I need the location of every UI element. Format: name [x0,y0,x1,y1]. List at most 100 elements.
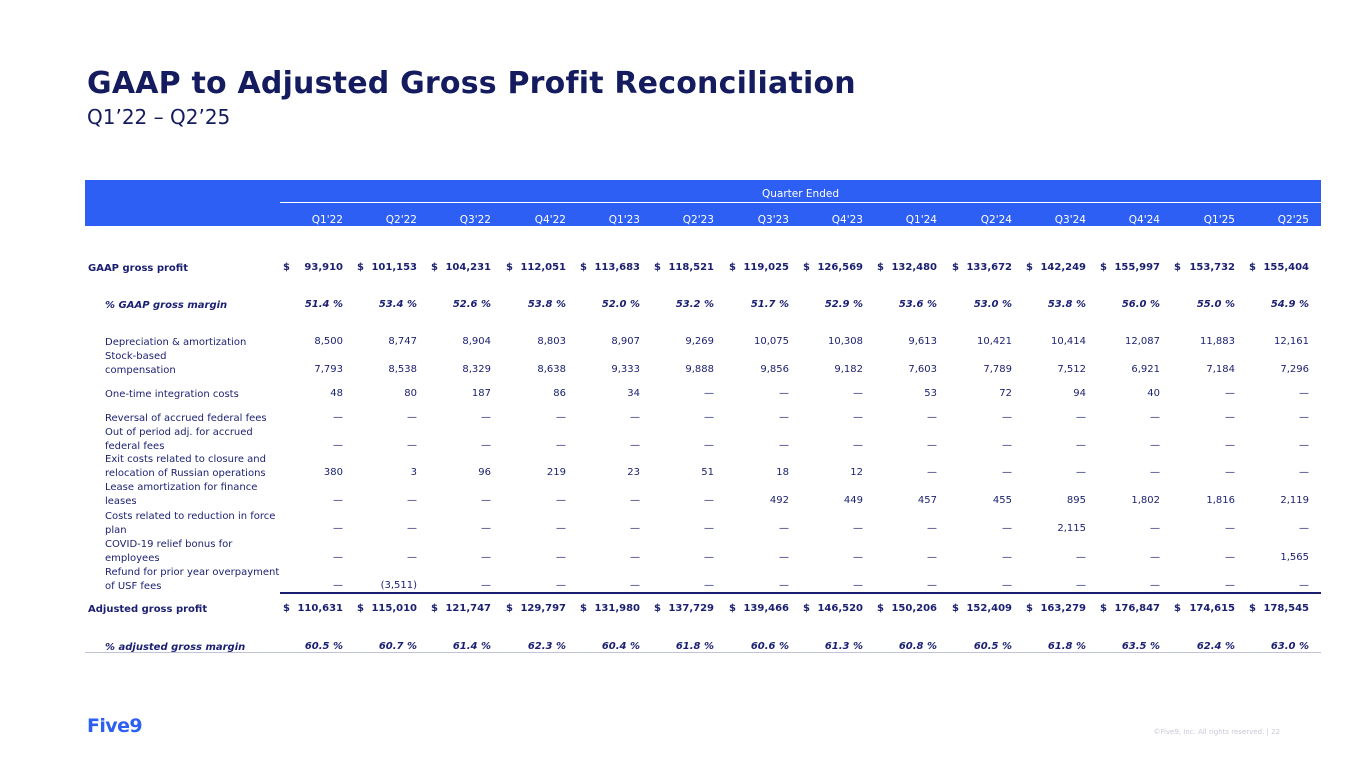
table-cell: — [1225,440,1235,451]
table-cell: — [1076,580,1086,591]
table-cell: 60.4 % [601,641,640,652]
table-cell: 146,520 [817,603,863,614]
table-cell: 12,087 [1125,336,1160,347]
currency-symbol: $ [877,262,884,273]
table-cell: 52.9 % [824,299,863,310]
quarter-header: Q4'23 [831,214,863,226]
table-cell: 101,153 [371,262,417,273]
table-cell: — [333,412,343,423]
table-cell: 51 [701,467,714,478]
table-cell: — [1225,580,1235,591]
row-label-line: of USF fees [105,580,162,592]
table-cell: 118,521 [668,262,714,273]
quarter-header: Q3'24 [1054,214,1086,226]
table-cell: 895 [1066,495,1086,506]
table-cell: — [779,388,789,399]
quarter-header: Q1'24 [905,214,937,226]
table-cell: 53.8 % [1047,299,1086,310]
table-cell: — [481,552,491,563]
table-cell: — [704,412,714,423]
row-label-line: Stock-based [105,351,167,362]
row-label: % adjusted gross margin [105,642,246,653]
table-cell: — [333,495,343,506]
table-cell: 40 [1147,388,1160,399]
currency-symbol: $ [877,603,884,614]
table-cell: 7,603 [908,364,937,375]
page-title: GAAP to Adjusted Gross Profit Reconcilia… [87,66,856,101]
table-cell: 104,231 [445,262,491,273]
table-cell: 18 [776,467,789,478]
currency-symbol: $ [1026,262,1033,273]
currency-symbol: $ [1174,603,1181,614]
table-cell: 8,907 [611,336,640,347]
table-cell: 56.0 % [1121,299,1160,310]
currency-symbol: $ [283,262,290,273]
table-cell: 80 [404,388,417,399]
row-label-line: COVID-19 relief bonus for [105,539,233,550]
table-cell: — [1150,523,1160,534]
table-cell: — [1002,412,1012,423]
table-cell: 48 [330,388,343,399]
table-cell: — [1299,523,1309,534]
table-cell: — [779,412,789,423]
table-cell: 6,921 [1131,364,1160,375]
table-cell: — [1225,388,1235,399]
row-label: Adjusted gross profit [88,604,208,615]
table-cell: — [333,552,343,563]
table-cell: 7,793 [314,364,343,375]
currency-symbol: $ [506,262,513,273]
quarter-header: Q2'25 [1277,214,1309,226]
table-cell: 129,797 [520,603,566,614]
table-cell: 86 [553,388,566,399]
currency-symbol: $ [357,262,364,273]
table-cell: 10,075 [754,336,789,347]
currency-symbol: $ [1249,262,1256,273]
table-cell: — [556,580,566,591]
table-cell: 8,904 [462,336,491,347]
row-label-line: Costs related to reduction in force [105,511,276,522]
table-cell: 60.6 % [750,641,789,652]
table-cell: 53.8 % [527,299,566,310]
table-cell: 2,119 [1280,495,1309,506]
table-cell: 115,010 [371,603,417,614]
table-cell: 10,308 [828,336,863,347]
table-cell: — [779,580,789,591]
table-cell: — [1002,523,1012,534]
table-cell: — [1076,467,1086,478]
table-cell: 52.0 % [601,299,640,310]
table-cell: — [704,580,714,591]
currency-symbol: $ [1174,262,1181,273]
table-cell: 8,500 [314,336,343,347]
table-bottom-rule [85,652,1321,653]
table-cell: 9,182 [834,364,863,375]
table-cell: — [1225,467,1235,478]
row-label: Out of period adj. for accrued federal fe… [105,426,253,453]
table-cell: 7,296 [1280,364,1309,375]
currency-symbol: $ [431,603,438,614]
table-cell: — [630,495,640,506]
table-cell: 9,269 [685,336,714,347]
table-cell: 23 [627,467,640,478]
table-cell: 10,414 [1051,336,1086,347]
table-cell: — [1299,467,1309,478]
table-cell: — [481,523,491,534]
table-cell: 131,980 [594,603,640,614]
quarter-header: Q3'23 [757,214,789,226]
table-cell: — [333,580,343,591]
quarter-header: Q2'23 [682,214,714,226]
table-cell: — [853,523,863,534]
table-cell: — [853,388,863,399]
table-cell: — [704,388,714,399]
row-label: COVID-19 relief bonus for employees [105,538,232,565]
table-cell: — [407,523,417,534]
table-cell: 94 [1073,388,1086,399]
table-cell: — [630,523,640,534]
table-cell: 133,672 [966,262,1012,273]
currency-symbol: $ [803,262,810,273]
table-cell: — [1225,412,1235,423]
table-cell: 219 [546,467,566,478]
table-cell: — [853,552,863,563]
table-cell: 126,569 [817,262,863,273]
table-cell: — [853,580,863,591]
table-cell: — [927,552,937,563]
